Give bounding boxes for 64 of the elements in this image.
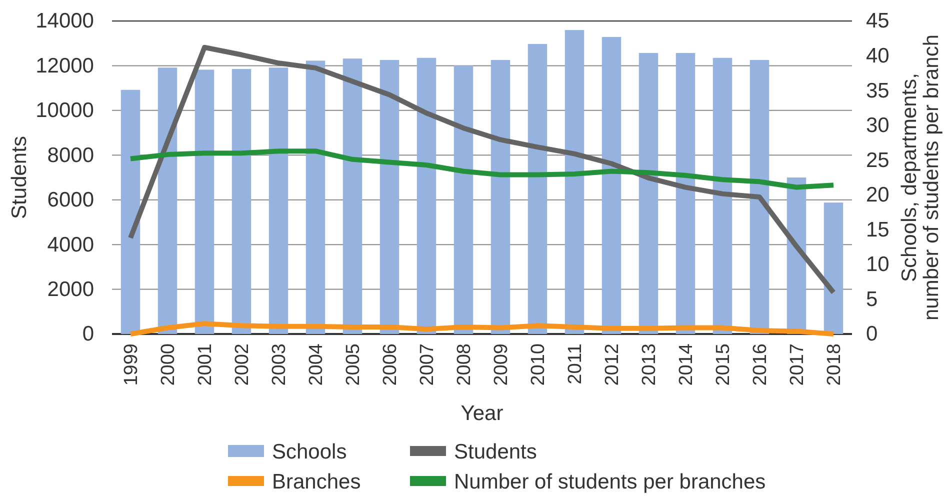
bar [120,90,140,334]
y2-tick-label: 40 [866,44,890,68]
y2-tick-label: 35 [866,79,890,102]
bar [712,58,732,334]
x-axis-title: Year [460,402,504,425]
y2-tick-label: 0 [866,322,878,346]
bar [564,30,584,334]
x-tick-label: 2009 [491,344,512,386]
y2-tick-label: 15 [866,218,890,242]
x-tick-label: 2015 [713,344,734,386]
x-tick-label: 2014 [676,343,698,386]
x-tick-label: 1999 [121,344,142,386]
bar [232,68,252,334]
x-tick-label: 2012 [602,344,624,386]
bar [490,60,510,334]
bar [750,60,770,334]
legend-label: Schools [272,440,347,464]
bar [194,70,214,334]
y-tick-label: 12000 [36,54,94,78]
y2-tick-label: 20 [866,184,890,207]
x-tick-label: 2004 [306,343,328,386]
x-tick-label: 2011 [565,344,586,384]
x-tick-label: 2001 [195,344,216,386]
legend-label: Students [454,440,537,464]
y-tick-label: 8000 [47,144,94,167]
x-tick-label: 2003 [269,344,290,386]
x-tick-label: 2007 [417,344,438,386]
bar [676,52,696,334]
bar [638,52,658,334]
y2-tick-label: 10 [866,253,890,276]
y2-tick-label: 30 [866,114,890,138]
x-tick-label: 2016 [750,344,772,386]
bar [602,37,622,334]
bar [416,58,436,334]
bar [454,66,474,334]
y-tick-label: 4000 [47,233,94,256]
x-tick-label: 2006 [380,344,402,386]
y-tick-label: 0 [82,322,94,346]
y2-tick-label: 5 [866,288,878,311]
bar [158,68,178,334]
y-tick-label: 2000 [47,278,94,302]
legend-label: Number of students per branches [454,470,766,494]
x-tick-label: 2017 [787,344,808,386]
bar [824,202,844,334]
y2-axis-title: Schools, departments, number of students per branch [898,34,944,321]
bar [268,68,288,334]
x-tick-label: 2005 [343,344,364,386]
y-tick-label: 6000 [47,188,94,212]
bar [342,58,362,334]
x-tick-label: 2008 [454,344,476,386]
y-axis-title: Students [8,136,31,219]
y-tick-label: 14000 [36,10,94,33]
y2-tick-label: 25 [866,148,890,172]
y-tick-label: 10000 [36,99,94,122]
x-tick-label: 2010 [528,344,550,386]
y2-tick-label: 45 [866,10,890,33]
bar [528,44,548,334]
x-tick-label: 2013 [639,344,660,386]
legend-label: Branches [272,470,361,494]
bar [380,60,400,334]
x-tick-label: 2000 [158,344,180,386]
bar [306,60,326,334]
x-tick-label: 2018 [824,344,846,386]
x-tick-label: 2002 [232,344,254,386]
